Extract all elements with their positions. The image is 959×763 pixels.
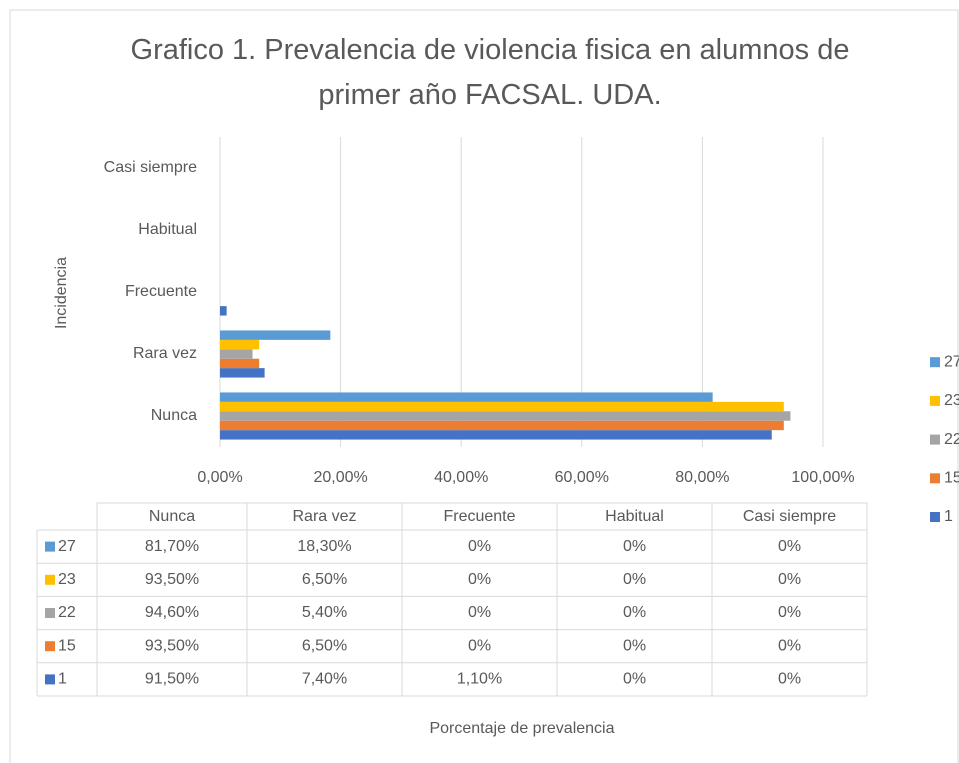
table-row-label: 23 <box>58 571 76 588</box>
table-cell: 0% <box>468 571 491 588</box>
table-cell: 93,50% <box>145 637 199 654</box>
table-cell: 0% <box>778 637 801 654</box>
table-row-label: 22 <box>58 604 76 621</box>
y-axis-title: Incidencia <box>53 257 70 329</box>
legend-swatch <box>930 473 940 484</box>
table-cell: 0% <box>623 671 646 688</box>
bar <box>220 420 784 431</box>
x-tick-label: 60,00% <box>555 469 609 486</box>
table-cell: 6,50% <box>302 637 347 654</box>
legend-swatch <box>930 434 940 445</box>
legend-label: 1 <box>944 508 953 525</box>
table-cell: 0% <box>778 671 801 688</box>
table-header: Rara vez <box>292 508 356 525</box>
table-cell: 0% <box>623 604 646 621</box>
x-axis-title: Porcentaje de prevalencia <box>429 720 614 737</box>
bar <box>220 358 260 369</box>
chart-frame <box>9 9 959 763</box>
table-cell: 0% <box>623 571 646 588</box>
table-cell: 0% <box>778 604 801 621</box>
table-cell: 0% <box>778 538 801 555</box>
bar <box>220 392 713 402</box>
bar <box>220 368 265 378</box>
table-header: Habitual <box>605 508 664 525</box>
table-cell: 0% <box>468 538 491 555</box>
y-tick-label: Casi siempre <box>104 159 197 176</box>
table-cell: 6,50% <box>302 571 347 588</box>
y-tick-label: Frecuente <box>125 283 197 300</box>
table-legend-swatch <box>45 674 55 685</box>
table-header: Nunca <box>149 508 195 525</box>
table-cell: 7,40% <box>302 671 347 688</box>
table-cell: 0% <box>778 571 801 588</box>
table-cell: 94,60% <box>145 604 199 621</box>
table-cell: 18,30% <box>297 538 351 555</box>
table-row-label: 27 <box>58 538 76 555</box>
bar <box>220 306 227 316</box>
table-legend-swatch <box>45 641 55 652</box>
legend-swatch <box>930 512 940 522</box>
x-tick-label: 0,00% <box>197 469 242 486</box>
table-cell: 0% <box>623 538 646 555</box>
table-cell: 93,50% <box>145 571 199 588</box>
x-tick-label: 80,00% <box>675 469 729 486</box>
legend-label: 27 <box>944 353 959 370</box>
y-tick-label: Nunca <box>151 407 197 424</box>
legend-label: 22 <box>944 431 959 448</box>
x-tick-label: 100,00% <box>791 469 854 486</box>
table-row-label: 1 <box>58 671 67 688</box>
bar <box>220 430 772 440</box>
bar <box>220 339 260 350</box>
bar <box>220 330 331 340</box>
table-row-label: 15 <box>58 637 76 654</box>
legend-label: 23 <box>944 392 959 409</box>
bar <box>220 411 791 421</box>
x-tick-label: 40,00% <box>434 469 488 486</box>
table-cell: 91,50% <box>145 671 199 688</box>
bar <box>220 349 253 359</box>
table-legend-swatch <box>45 574 55 585</box>
y-tick-label: Rara vez <box>133 345 197 362</box>
legend-label: 15 <box>944 470 959 487</box>
table-cell: 81,70% <box>145 538 199 555</box>
table-legend-swatch <box>45 541 55 552</box>
y-tick-label: Habitual <box>138 221 197 238</box>
chart-title: Grafico 1. Prevalencia de violencia fisi… <box>130 34 850 111</box>
table-cell: 1,10% <box>457 671 502 688</box>
table-header: Frecuente <box>443 508 515 525</box>
legend-swatch <box>930 395 940 406</box>
bar <box>220 401 784 412</box>
table-header: Casi siempre <box>743 508 836 525</box>
x-tick-label: 20,00% <box>313 469 367 486</box>
table-legend-swatch <box>45 608 55 618</box>
legend-swatch <box>930 357 940 368</box>
table-cell: 0% <box>468 637 491 654</box>
table-cell: 5,40% <box>302 604 347 621</box>
table-cell: 0% <box>468 604 491 621</box>
table-cell: 0% <box>623 637 646 654</box>
